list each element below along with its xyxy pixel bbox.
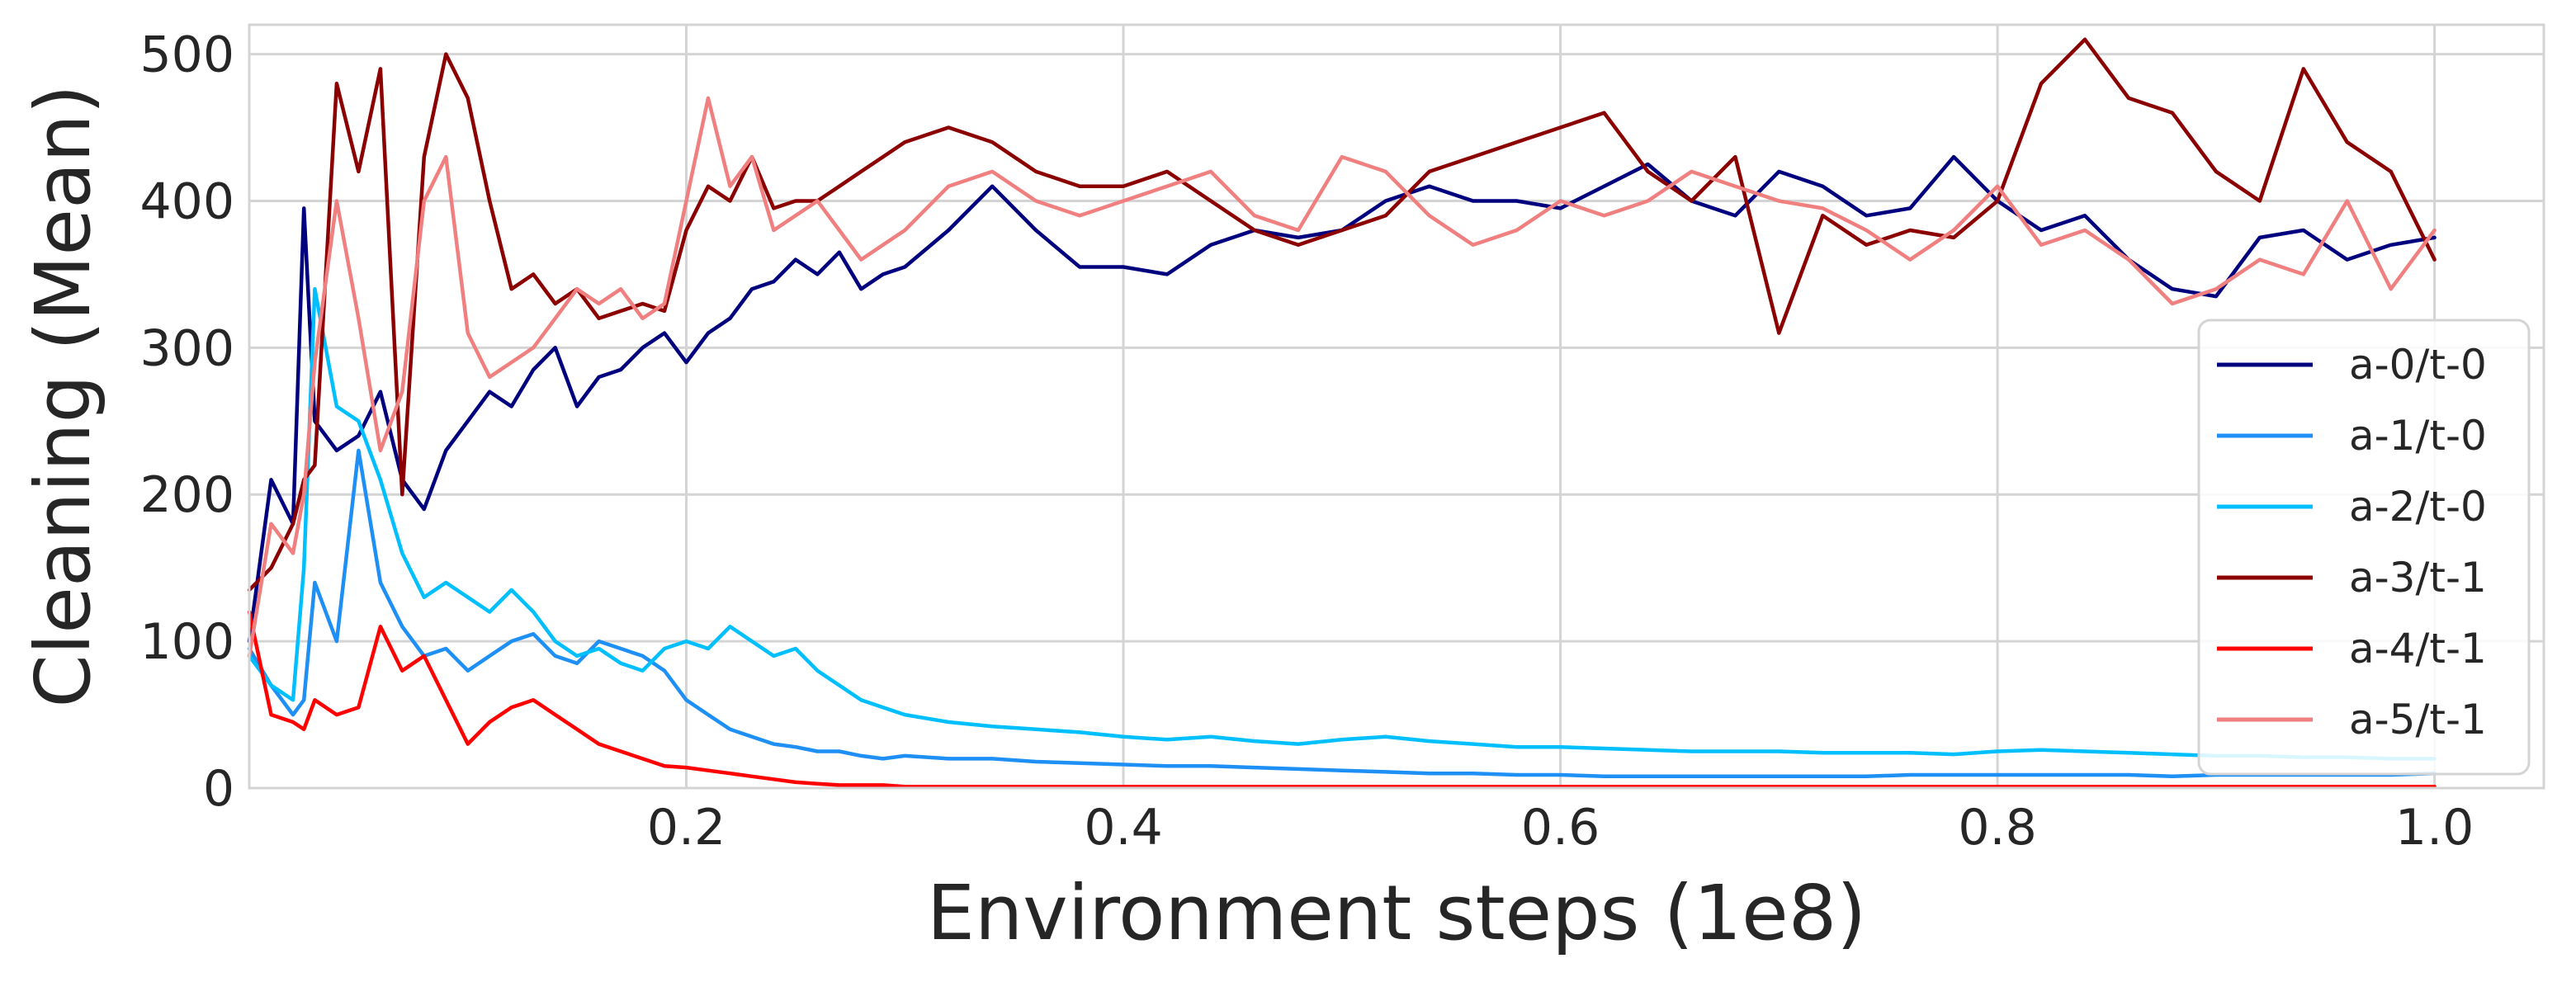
legend-label: a-2/t-0 [2349, 483, 2487, 531]
series-line-a-2/t-0 [247, 286, 2437, 761]
plot-frame [248, 23, 2545, 790]
y-tick-label: 100 [139, 613, 234, 671]
legend-label: a-1/t-0 [2349, 412, 2487, 460]
y-tick-label: 400 [139, 172, 234, 230]
series-line-a-1/t-0 [247, 448, 2437, 779]
y-tick-label: 300 [139, 319, 234, 377]
series-lines [247, 37, 2437, 789]
series-line-a-0/t-0 [247, 154, 2437, 644]
plot-area-border [248, 23, 2545, 790]
y-tick-label: 200 [139, 466, 234, 524]
y-tick-label: 500 [139, 26, 234, 84]
tick-labels: 0.2 0.4 0.6 0.8 1.0 0 100 200 300 400 500 [139, 26, 2474, 857]
legend: a-0/t-0 a-1/t-0 a-2/t-0 a-3/t-1 a-4/t-1 a-5/t… [2197, 319, 2531, 776]
series-line-a-3/t-1 [247, 37, 2437, 593]
series-line-a-4/t-1 [247, 610, 2437, 789]
y-tick-label: 0 [203, 760, 234, 818]
x-tick-label: 0.6 [1521, 799, 1600, 857]
legend-label: a-5/t-1 [2349, 696, 2487, 744]
x-axis-title: Environment steps (1e8) [927, 869, 1866, 957]
legend-label: a-4/t-1 [2349, 625, 2487, 673]
x-tick-label: 0.4 [1084, 799, 1162, 857]
x-tick-label: 0.2 [647, 799, 726, 857]
series-line-a-5/t-1 [247, 96, 2437, 659]
legend-label: a-3/t-1 [2349, 554, 2487, 602]
x-tick-label: 0.8 [1958, 799, 2036, 857]
legend-label: a-0/t-0 [2349, 341, 2487, 389]
x-tick-label: 1.0 [2395, 799, 2474, 857]
y-axis-title: Cleaning (Mean) [19, 84, 107, 707]
